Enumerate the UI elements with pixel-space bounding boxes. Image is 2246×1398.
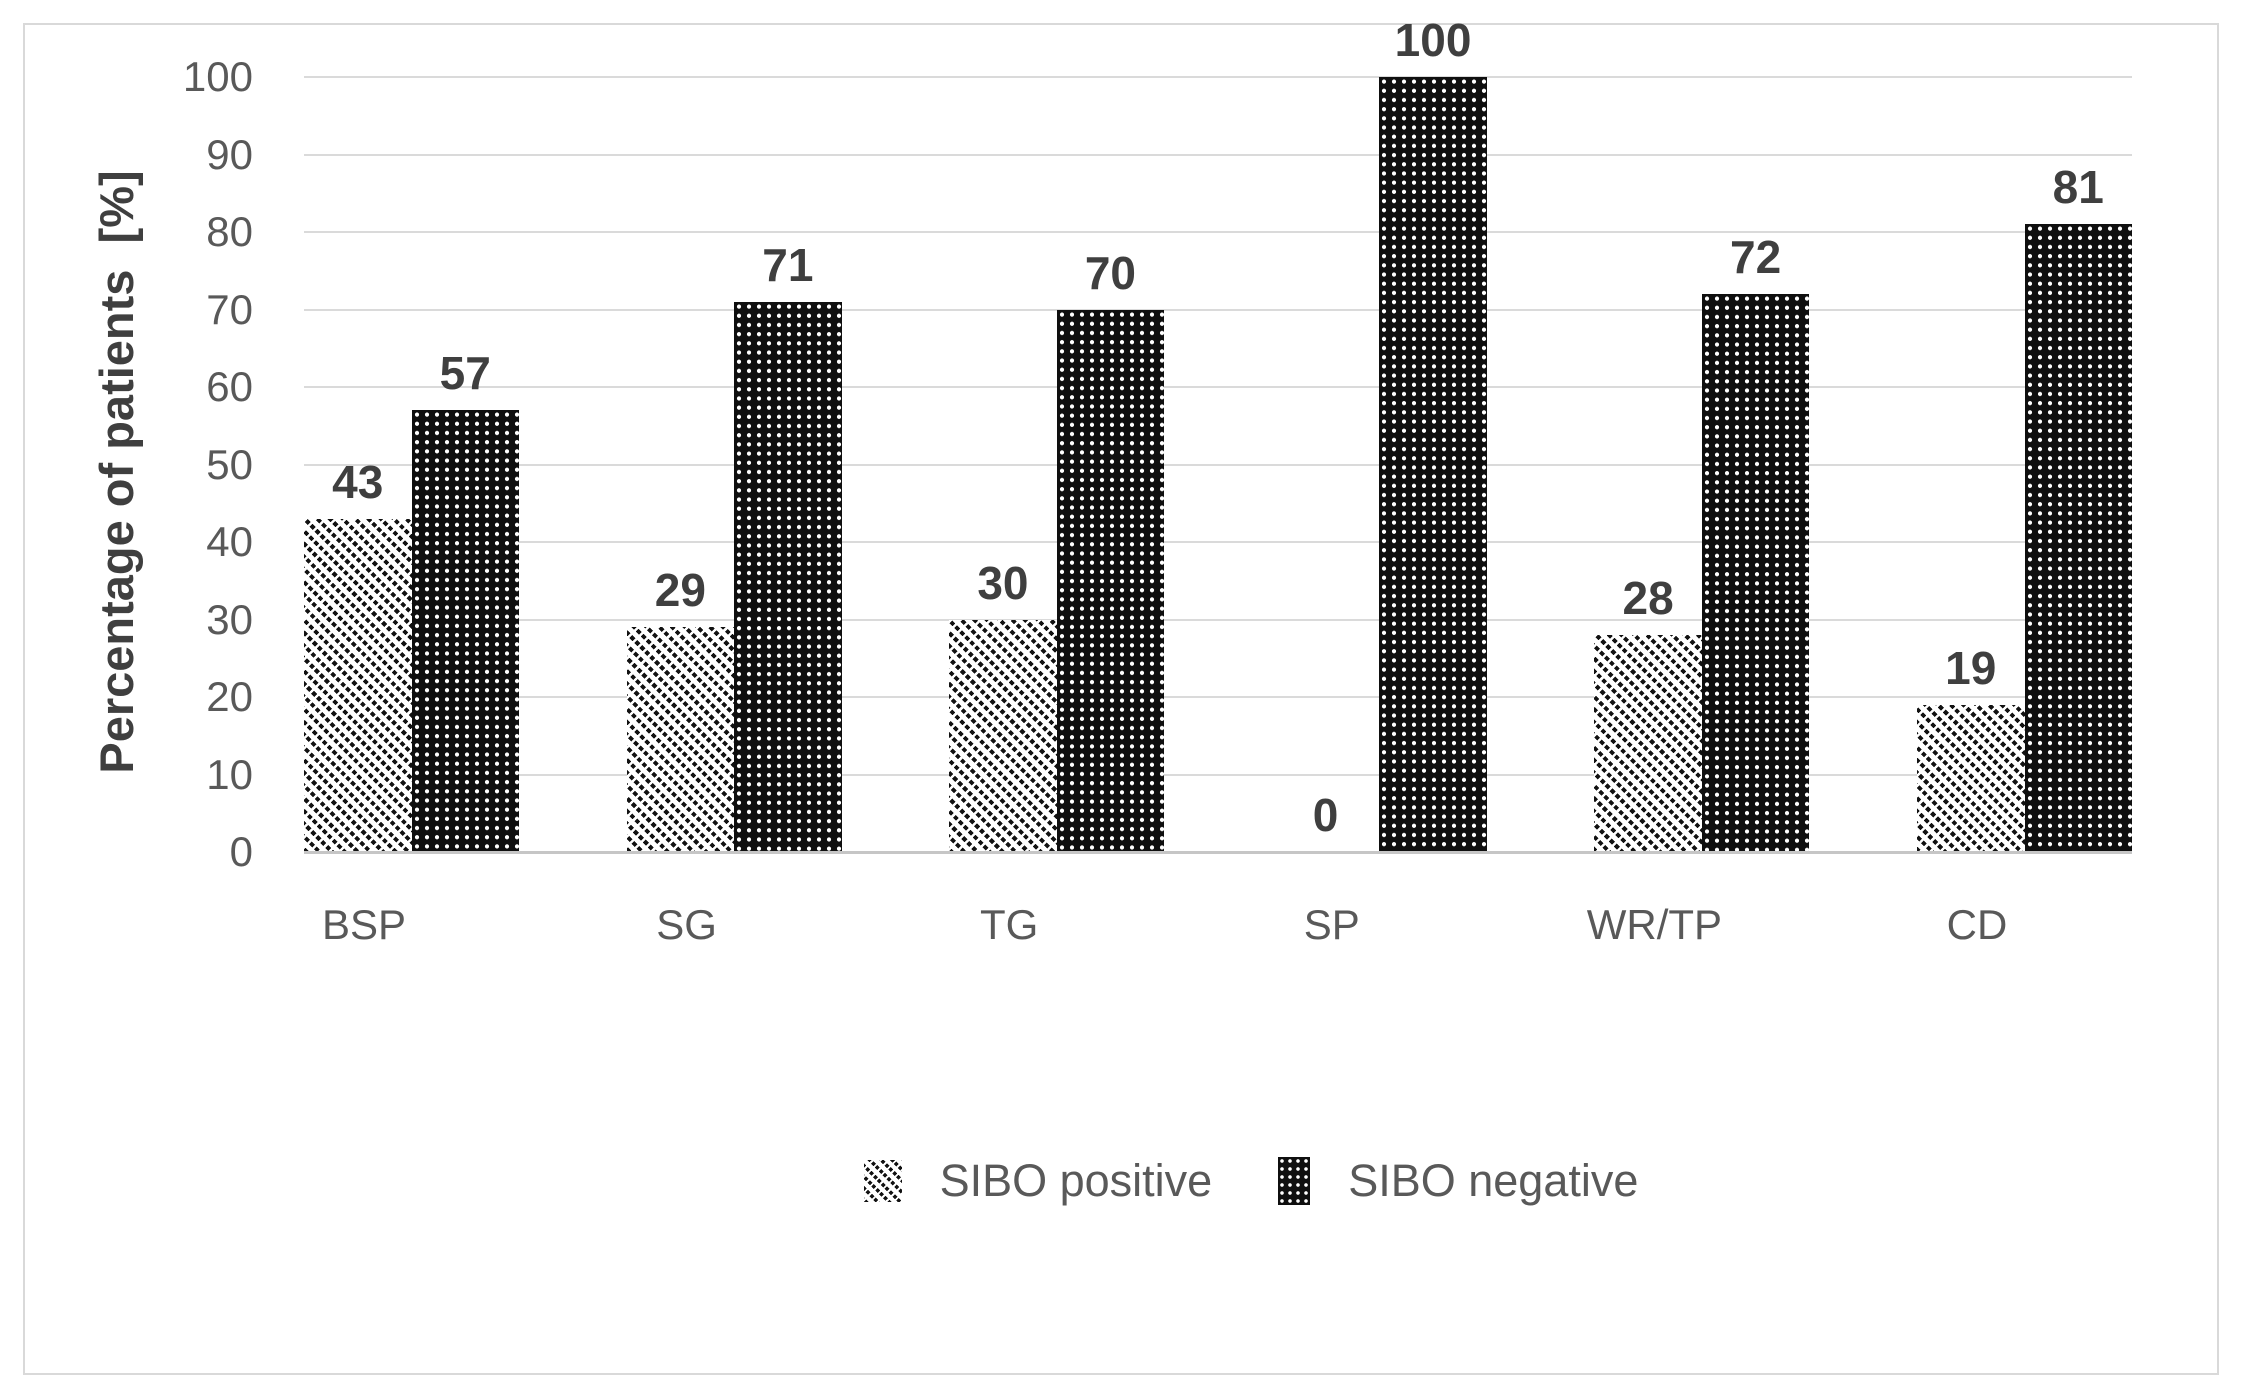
data-label: 28 — [1622, 572, 1674, 624]
gridline — [304, 463, 2132, 466]
gridline — [304, 76, 2132, 78]
data-label: 100 — [1394, 14, 1472, 66]
legend-label: SIBO positive — [939, 1155, 1213, 1206]
bar-sibo-positive-wr-tp — [1594, 635, 1702, 852]
data-label: 29 — [654, 564, 706, 617]
bar-sibo-negative-tg — [1056, 309, 1165, 852]
y-tick-label: 50 — [206, 440, 253, 488]
gridline — [304, 386, 2132, 388]
y-tick-label: 100 — [182, 53, 253, 100]
bar-sibo-negative-sg — [734, 301, 842, 852]
category-label-cd: CD — [1946, 901, 2008, 948]
gridline — [304, 773, 2132, 776]
data-label: 43 — [332, 455, 384, 508]
diagonal-hatch-swatch-icon — [863, 1160, 902, 1202]
gridline — [304, 618, 2132, 621]
gridline — [304, 231, 2132, 233]
chart-border — [23, 23, 2219, 1375]
y-tick-label: 70 — [206, 285, 253, 333]
y-tick-label: 10 — [206, 750, 253, 798]
data-label: 0 — [1312, 789, 1339, 841]
y-tick-label: 90 — [206, 130, 253, 178]
gridline — [304, 153, 2132, 156]
legend-item-sibo-positive: SIBO positive — [863, 1152, 1213, 1210]
category-label-wr-tp: WR/TP — [1586, 901, 1723, 948]
data-label: 81 — [2052, 161, 2104, 214]
category-label-tg: TG — [980, 901, 1039, 948]
data-label: 57 — [439, 347, 491, 400]
y-tick-label: 0 — [229, 828, 253, 875]
y-tick-label: 30 — [206, 595, 253, 643]
bar-sibo-negative-wr-tp — [1701, 294, 1810, 852]
bar-sibo-negative-cd — [2024, 224, 2132, 852]
y-tick-label: 80 — [206, 208, 253, 255]
bar-sibo-negative-bsp — [411, 410, 519, 852]
y-tick-label: 40 — [206, 518, 253, 565]
gridline — [304, 696, 2132, 698]
data-label: 70 — [1084, 246, 1137, 299]
dot-grid-swatch-icon — [1278, 1157, 1311, 1205]
data-label: 72 — [1730, 231, 1782, 283]
legend-label: SIBO negative — [1348, 1155, 1639, 1206]
gridline — [304, 541, 2132, 543]
legend: SIBO positive SIBO negative — [128, 1152, 2246, 1210]
category-label-sp: SP — [1303, 901, 1360, 948]
data-label: 19 — [1945, 641, 1997, 694]
category-label-sg: SG — [656, 901, 717, 948]
bar-sibo-positive-tg — [949, 619, 1057, 852]
category-label-bsp: BSP — [321, 901, 407, 948]
y-tick-label: 20 — [206, 673, 253, 720]
y-tick-label: 60 — [206, 363, 253, 410]
legend-item-sibo-negative: SIBO negative — [1278, 1152, 1638, 1210]
gridline — [304, 308, 2132, 311]
bar-sibo-positive-bsp — [304, 518, 412, 852]
x-axis-line — [304, 851, 2132, 854]
data-label: 71 — [762, 238, 814, 291]
bar-sibo-negative-sp — [1379, 77, 1487, 852]
bar-sibo-positive-cd — [1917, 704, 2025, 852]
bar-sibo-positive-sg — [626, 627, 735, 852]
data-label: 30 — [977, 556, 1029, 609]
